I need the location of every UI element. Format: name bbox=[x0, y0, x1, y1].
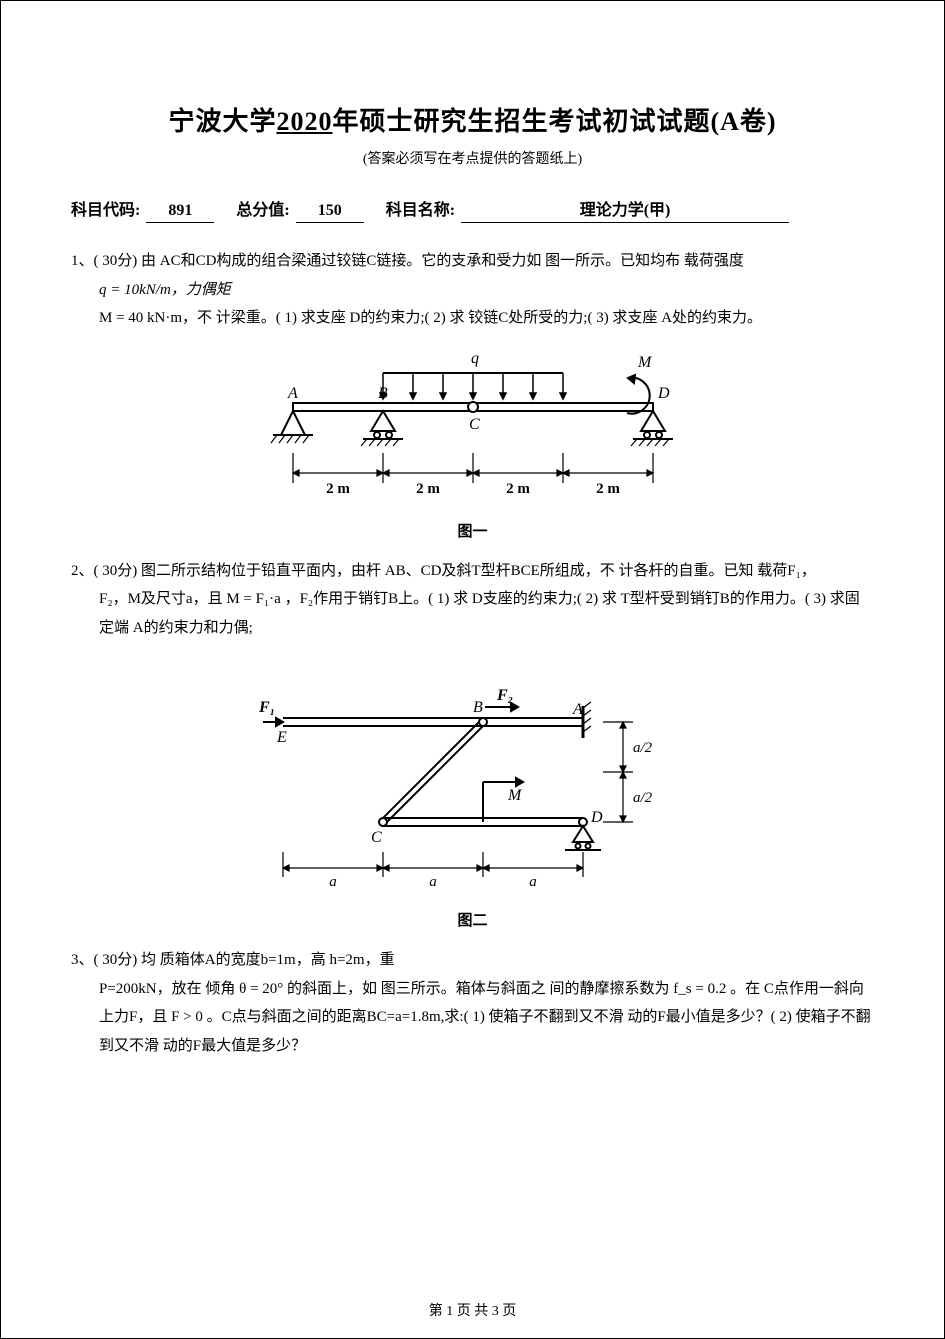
page-subtitle: (答案必须写在考点提供的答题纸上) bbox=[71, 148, 874, 168]
exam-page: 宁波大学2020年硕士研究生招生考试初试试题(A卷) (答案必须写在考点提供的答… bbox=[0, 0, 945, 1339]
meta-name: 理论力学(甲) bbox=[461, 196, 789, 223]
q3-line2: P=200kN，放在 倾角 θ = 20° 的斜面上，如 图三所示。箱体与斜面之… bbox=[71, 975, 874, 1061]
fig1-label-D: D bbox=[657, 385, 670, 402]
q1-head: 1、( 30分) 由 AC和CD构成的组合梁通过铰链C链接。它的支承和受力如 图… bbox=[71, 253, 744, 269]
question-1: 1、( 30分) 由 AC和CD构成的组合梁通过铰链C链接。它的支承和受力如 图… bbox=[71, 247, 874, 333]
meta-score-label: 总分值: bbox=[236, 196, 289, 220]
fig1-label-M: M bbox=[637, 354, 653, 371]
fig1-dim-2: 2 m bbox=[506, 481, 530, 497]
fig2-label-A: A bbox=[572, 701, 583, 718]
q2-line2: F₂，M及尺寸a，且 M = F₁·a ，F₂作用于销钉B上。( 1) 求 D支… bbox=[71, 585, 874, 642]
fig2-label-B: B bbox=[473, 699, 483, 716]
figure-2: A B C D E F₁ F₂ M bbox=[253, 652, 693, 902]
figure-1-wrap: A B C D q M bbox=[71, 343, 874, 541]
figure-1: A B C D q M bbox=[233, 343, 713, 513]
fig2-label-C: C bbox=[371, 829, 382, 846]
figure-2-wrap: A B C D E F₁ F₂ M bbox=[71, 652, 874, 930]
fig1-label-q: q bbox=[471, 350, 479, 367]
fig2-label-E: E bbox=[276, 729, 287, 746]
q1-line3: M = 40 kN·m，不 计梁重。( 1) 求支座 D的约束力;( 2) 求 … bbox=[99, 310, 762, 326]
fig1-label-C: C bbox=[469, 416, 480, 433]
title-post: 年硕士研究生招生考试初试试题(A卷) bbox=[332, 107, 776, 136]
fig2-label-F1: F₁ bbox=[258, 699, 275, 716]
fig1-dim-0: 2 m bbox=[326, 481, 350, 497]
title-year: 2020 bbox=[276, 107, 332, 136]
q3-head: 3、( 30分) 均 质箱体A的宽度b=1m，高 h=2m，重 bbox=[71, 952, 395, 968]
fig1-label-B: B bbox=[378, 385, 388, 402]
fig2-hd-0: a bbox=[329, 874, 337, 890]
title-pre: 宁波大学 bbox=[168, 107, 276, 136]
question-2: 2、( 30分) 图二所示结构位于铅直平面内，由杆 AB、CD及斜T型杆BCE所… bbox=[71, 557, 874, 643]
q1-line2: q = 10kN/m，力偶矩 bbox=[99, 282, 231, 298]
q2-head: 2、( 30分) 图二所示结构位于铅直平面内，由杆 AB、CD及斜T型杆BCE所… bbox=[71, 563, 816, 579]
meta-code: 891 bbox=[146, 202, 214, 223]
fig2-hd-2: a bbox=[529, 874, 537, 890]
fig1-dim-1: 2 m bbox=[416, 481, 440, 497]
fig1-dim-3: 2 m bbox=[596, 481, 620, 497]
meta-row: 科目代码: 891 总分值: 150 科目名称: 理论力学(甲) bbox=[71, 196, 874, 223]
meta-code-label: 科目代码: bbox=[71, 196, 140, 220]
page-footer: 第 1 页 共 3 页 bbox=[1, 1300, 944, 1320]
fig2-label-M: M bbox=[507, 787, 523, 804]
fig2-hd-1: a bbox=[429, 874, 437, 890]
fig2-vd-0: a/2 bbox=[633, 740, 653, 756]
fig2-label-F2: F₂ bbox=[496, 687, 513, 704]
figure-2-caption: 图二 bbox=[71, 909, 874, 930]
meta-name-label: 科目名称: bbox=[386, 196, 455, 220]
meta-score: 150 bbox=[296, 202, 364, 223]
fig2-label-D: D bbox=[590, 809, 603, 826]
page-title: 宁波大学2020年硕士研究生招生考试初试试题(A卷) bbox=[71, 101, 874, 138]
question-3: 3、( 30分) 均 质箱体A的宽度b=1m，高 h=2m，重 P=200kN，… bbox=[71, 946, 874, 1060]
figure-1-caption: 图一 bbox=[71, 520, 874, 541]
fig1-label-A: A bbox=[287, 385, 298, 402]
fig2-vd-1: a/2 bbox=[633, 790, 653, 806]
